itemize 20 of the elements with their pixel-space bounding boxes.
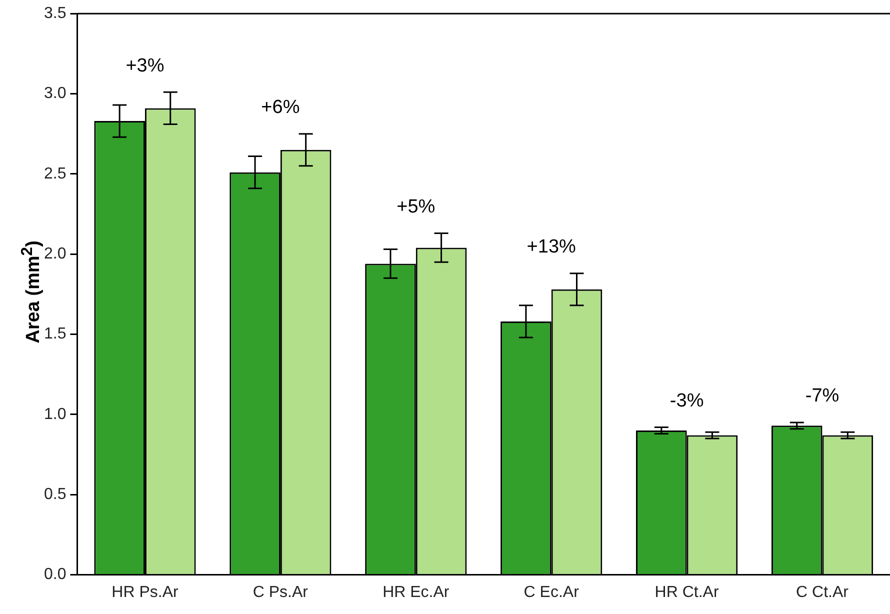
x-tick-label: C Ec.Ar: [524, 584, 580, 601]
annotation: +5%: [396, 196, 436, 218]
x-tick-label: HR Ec.Ar: [382, 584, 450, 601]
y-tick-label: 2.5: [44, 165, 66, 182]
x-tick-label: C Ct.Ar: [796, 584, 850, 601]
annotation: -7%: [805, 386, 840, 407]
y-tick-label: 1.5: [44, 326, 66, 343]
x-tick-label: HR Ct.Ar: [654, 584, 720, 601]
x-tick-label: HR Ps.Ar: [112, 584, 179, 601]
annotation: +3%: [126, 55, 164, 76]
y-tick-label: 3.0: [44, 85, 66, 102]
annotation: +13%: [526, 236, 576, 258]
annotation: +6%: [261, 97, 300, 118]
y-tick-label: 1.0: [44, 406, 66, 423]
x-tick-label: C Ps.Ar: [252, 584, 309, 601]
y-tick-label: 0.5: [44, 486, 66, 504]
y-tick-label: 2.0: [44, 246, 66, 263]
y-tick-label: 0.0: [44, 566, 66, 584]
y-tick-label: 3.5: [44, 5, 66, 22]
annotation: -3%: [670, 390, 704, 412]
